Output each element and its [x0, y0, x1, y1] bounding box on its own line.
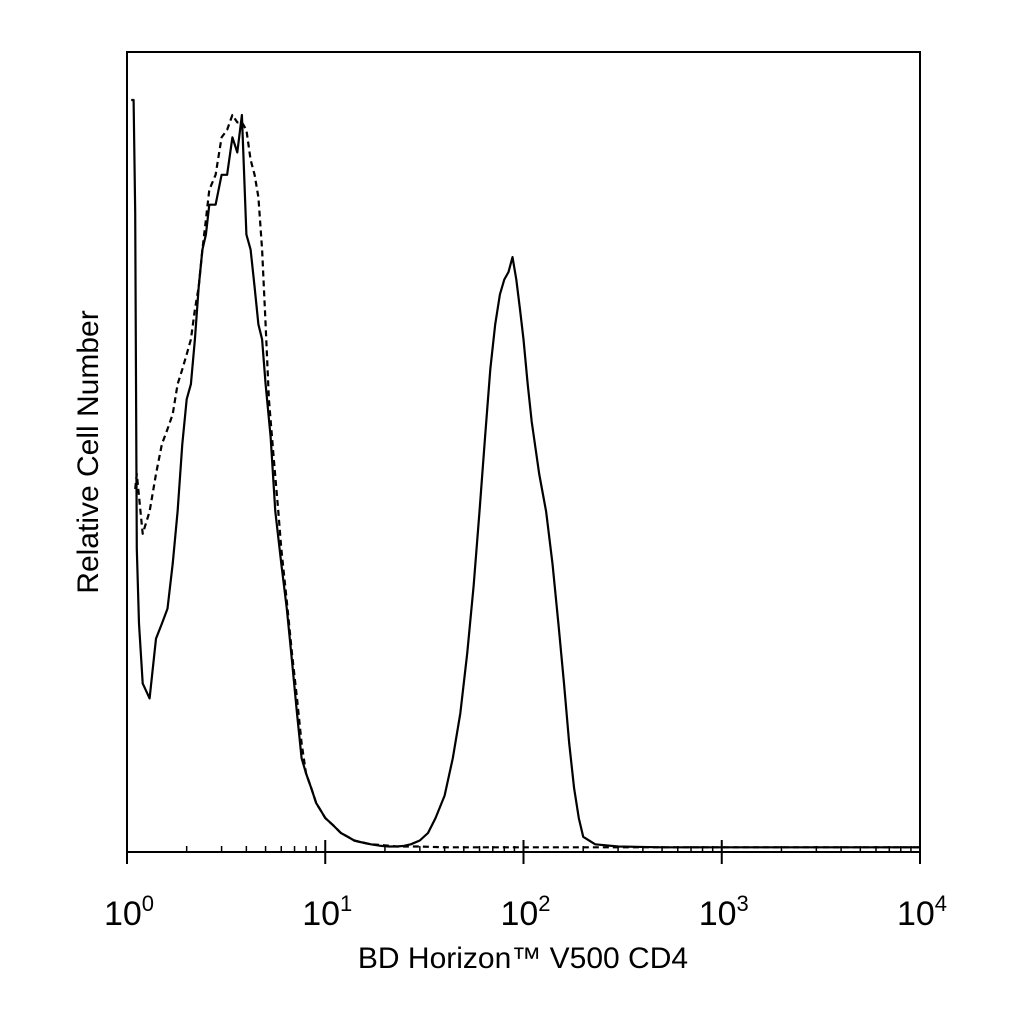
x-tick-label: 103 — [699, 891, 749, 933]
y-axis-label: Relative Cell Number — [72, 310, 105, 593]
x-tick-label: 104 — [897, 891, 947, 933]
x-tick-label: 101 — [302, 891, 352, 933]
series-group — [131, 98, 920, 849]
x-axis-major-ticks — [126, 840, 921, 864]
x-axis-label: BD Horizon™ V500 CD4 — [358, 942, 688, 975]
plot-frame — [126, 51, 921, 853]
x-tick-label: 100 — [104, 891, 154, 933]
x-tick-label: 102 — [500, 891, 550, 933]
dashed-histogram-line — [134, 113, 920, 849]
x-axis-tick-labels: 100 101 102 103 104 — [104, 891, 947, 933]
